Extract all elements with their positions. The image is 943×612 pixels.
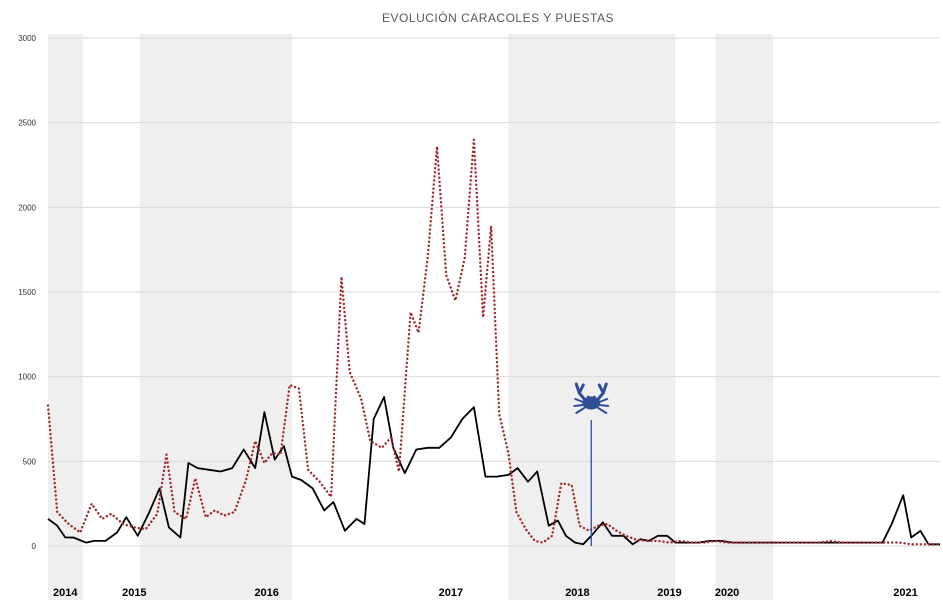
year-label-2016: 2016: [254, 587, 278, 599]
shaded-period-1: [140, 34, 293, 600]
year-label-2015: 2015: [122, 587, 146, 599]
y-axis-ticks: 0 500 1000 1500 2000 2500 3000: [18, 34, 36, 551]
y-tick-label-1000: 1000: [18, 373, 36, 382]
year-label-2018: 2018: [565, 587, 589, 599]
year-label-2019: 2019: [657, 587, 681, 599]
crab-marker: [573, 382, 610, 546]
shaded-period-3: [715, 34, 774, 600]
y-tick-label-3000: 3000: [18, 34, 36, 43]
y-tick-label-500: 500: [23, 457, 37, 466]
year-label-2021: 2021: [893, 587, 917, 599]
year-label-2017: 2017: [439, 587, 463, 599]
y-tick-label-2000: 2000: [18, 203, 36, 212]
x-axis-year-labels: 2014 2015 2016 2017 2018 2019 2020 2021: [53, 587, 918, 599]
crab-icon: [573, 382, 610, 414]
shaded-period-0: [48, 34, 83, 600]
shaded-periods: [48, 34, 774, 600]
chart-title: EVOLUCIÓN CARACOLES Y PUESTAS: [382, 10, 614, 25]
series-layer: [46, 138, 942, 546]
y-tick-label-0: 0: [32, 542, 37, 551]
y-tick-label-1500: 1500: [18, 288, 36, 297]
year-label-2014: 2014: [53, 587, 78, 599]
year-label-2020: 2020: [715, 587, 739, 599]
gridlines: [48, 37, 940, 547]
y-tick-label-2500: 2500: [18, 119, 36, 128]
